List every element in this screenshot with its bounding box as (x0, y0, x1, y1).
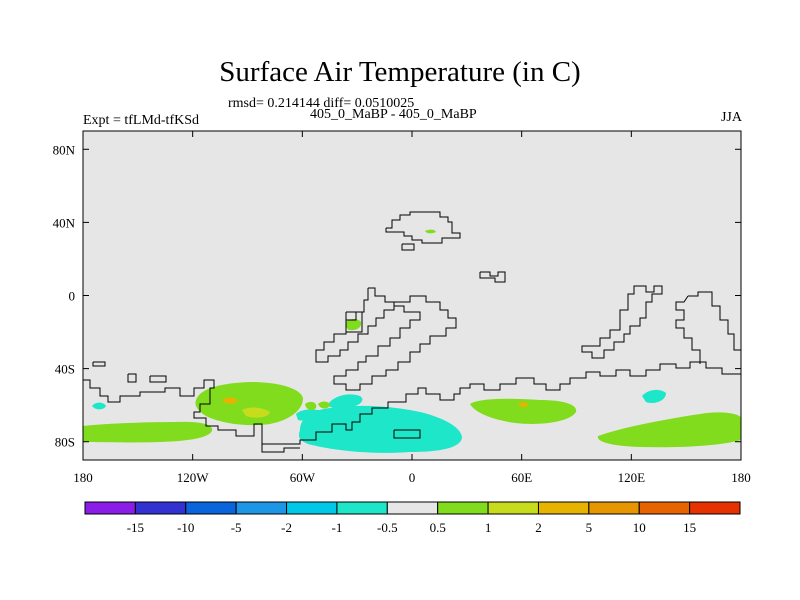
coastline (479, 271, 506, 283)
colorbar-swatch (386, 501, 439, 515)
colorbar-label: 2 (535, 520, 542, 535)
colorbar-swatch (588, 501, 640, 515)
y-tick-label: 80S (55, 435, 75, 450)
x-tick-label: 180 (731, 470, 751, 485)
x-tick-label: 60W (290, 470, 316, 485)
stats-label: rmsd= 0.214144 diff= 0.0510025 (228, 96, 415, 111)
coastline (385, 211, 461, 244)
coastline (401, 243, 415, 251)
anomaly-positive-strong-region (222, 397, 238, 404)
colorbar-label: 1 (485, 520, 492, 535)
coastline (83, 361, 741, 445)
anomaly-negative-region (296, 409, 326, 421)
anomaly-positive-region (195, 382, 303, 426)
colorbar-label: -0.5 (377, 520, 398, 535)
anomaly-negative-region (92, 402, 106, 410)
colorbar-boxes (84, 501, 741, 515)
colorbar-swatch (437, 501, 489, 515)
anomaly-positive-region (597, 412, 741, 448)
x-tick-label: 60E (511, 470, 532, 485)
coastline (127, 373, 137, 383)
x-tick-label: 0 (409, 470, 416, 485)
colorbar-swatch (537, 501, 590, 515)
colorbar-label: -10 (177, 520, 194, 535)
y-tick-label: 40N (53, 215, 76, 230)
colorbar-swatch (638, 501, 691, 515)
colorbar-label: 15 (683, 520, 696, 535)
anomaly-negative-region (328, 394, 363, 409)
colorbar-swatch (185, 501, 237, 515)
x-tick-label: 180 (73, 470, 93, 485)
y-axis: 80N 40N 0 40S 80S (53, 142, 741, 450)
anomaly-positive-region (305, 401, 317, 411)
season-label: JJA (720, 110, 742, 125)
coastline (688, 291, 741, 351)
anomaly-positive-strong-region (518, 402, 528, 408)
coastlines (83, 211, 741, 453)
colorbar-swatch (689, 501, 741, 515)
y-tick-label: 0 (69, 289, 76, 304)
colorbar-label: 0.5 (430, 520, 446, 535)
x-tick-label: 120W (177, 470, 210, 485)
subtitle-label: 405_0_MaBP - 405_0_MaBP (310, 107, 477, 122)
anomaly-positive-region (425, 229, 436, 234)
coastline (149, 375, 167, 383)
experiment-label: Expt = tfLMd-tfKSd (83, 113, 199, 128)
colorbar-swatch (84, 501, 136, 515)
colorbar-swatch (336, 501, 388, 515)
anomaly-positive-region (470, 398, 577, 424)
colorbar-swatch (235, 501, 288, 515)
anomaly-positive-strong-region (242, 407, 270, 418)
anomaly-positive-region (83, 421, 213, 443)
colorbar-label: -15 (127, 520, 144, 535)
colorbar-label: 10 (633, 520, 646, 535)
colorbar-label: -5 (231, 520, 242, 535)
y-tick-label: 40S (55, 362, 75, 377)
anomaly-negative-region (298, 405, 462, 453)
anomaly-positive-region (345, 319, 362, 331)
coastline (581, 285, 663, 359)
coastline (261, 444, 300, 453)
x-tick-label: 120E (618, 470, 646, 485)
anomaly-shading (83, 229, 741, 453)
colorbar-label: 5 (586, 520, 593, 535)
anomaly-negative-region (642, 389, 666, 403)
colorbar-label: -1 (332, 520, 343, 535)
colorbar-swatch (286, 501, 338, 515)
coastline (92, 361, 106, 367)
colorbar-labels: -15 -10 -5 -2 -1 -0.5 0.5 1 2 5 10 15 (127, 520, 696, 535)
coastline (393, 429, 421, 439)
y-tick-label: 80N (53, 142, 76, 157)
coastline (333, 295, 457, 391)
coastline (345, 311, 363, 333)
coastline (315, 287, 395, 363)
chart-title: Surface Air Temperature (in C) (219, 56, 581, 88)
colorbar-label: -2 (281, 520, 292, 535)
anomaly-positive-region (318, 401, 330, 409)
colorbar-swatch (487, 501, 539, 515)
x-axis: 180 120W 60W 0 60E 120E 180 (73, 131, 751, 485)
colorbar-swatch (134, 501, 187, 515)
coastline (675, 295, 701, 364)
